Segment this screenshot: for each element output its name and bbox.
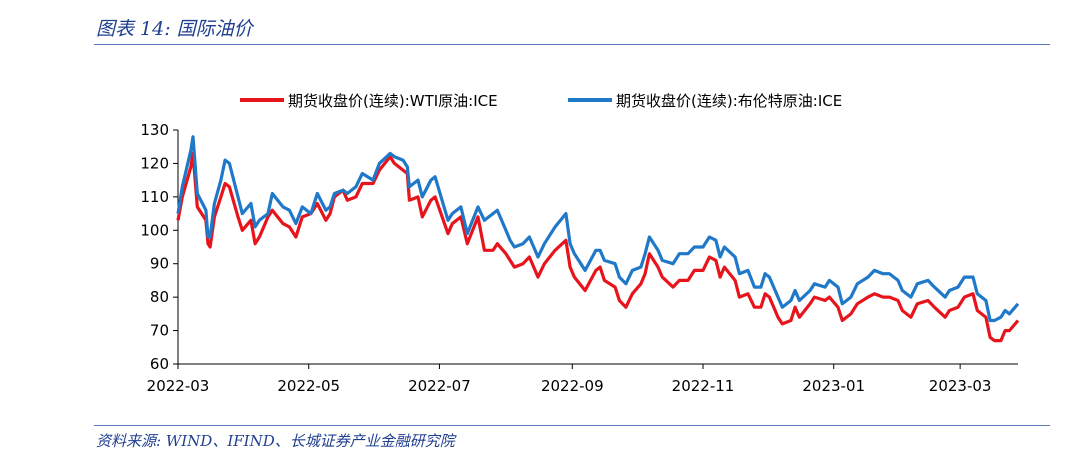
wti-series-line xyxy=(176,151,1020,343)
x-tick-label: 2023-03 xyxy=(929,377,992,395)
y-tick-label: 100 xyxy=(140,221,169,239)
x-tick-label: 2022-09 xyxy=(541,377,604,395)
y-tick-label: 90 xyxy=(150,255,169,273)
y-tick-label: 80 xyxy=(150,288,169,306)
figure-title: 图表 14: 国际油价 xyxy=(96,18,253,40)
x-tick-label: 2022-11 xyxy=(672,377,735,395)
chart-axes: 60 70 80 90 100 110 120 130 2022-03 2022-05 2022-0… xyxy=(140,121,1018,395)
title-divider xyxy=(94,44,1050,45)
x-tick-label: 2023-01 xyxy=(802,377,865,395)
y-tick-label: 110 xyxy=(140,188,169,206)
chart-legend: 期货收盘价(连续):WTI原油:ICE 期货收盘价(连续):布伦特原油:ICE xyxy=(240,92,842,110)
y-tick-label: 130 xyxy=(140,121,169,139)
brent-series-line xyxy=(176,135,1020,323)
x-tick-label: 2022-07 xyxy=(408,377,471,395)
y-tick-label: 60 xyxy=(150,355,169,373)
legend-label: 期货收盘价(连续):WTI原油:ICE xyxy=(288,92,498,110)
source-note: 资料来源: WIND、IFIND、长城证券产业金融研究院 xyxy=(96,432,455,450)
x-tick-label: 2022-05 xyxy=(277,377,340,395)
source-divider xyxy=(94,425,1050,426)
y-tick-label: 70 xyxy=(150,322,169,340)
x-tick-label: 2022-03 xyxy=(147,377,210,395)
legend-label: 期货收盘价(连续):布伦特原油:ICE xyxy=(616,92,842,110)
chart-series xyxy=(176,135,1020,343)
y-tick-label: 120 xyxy=(140,154,169,172)
